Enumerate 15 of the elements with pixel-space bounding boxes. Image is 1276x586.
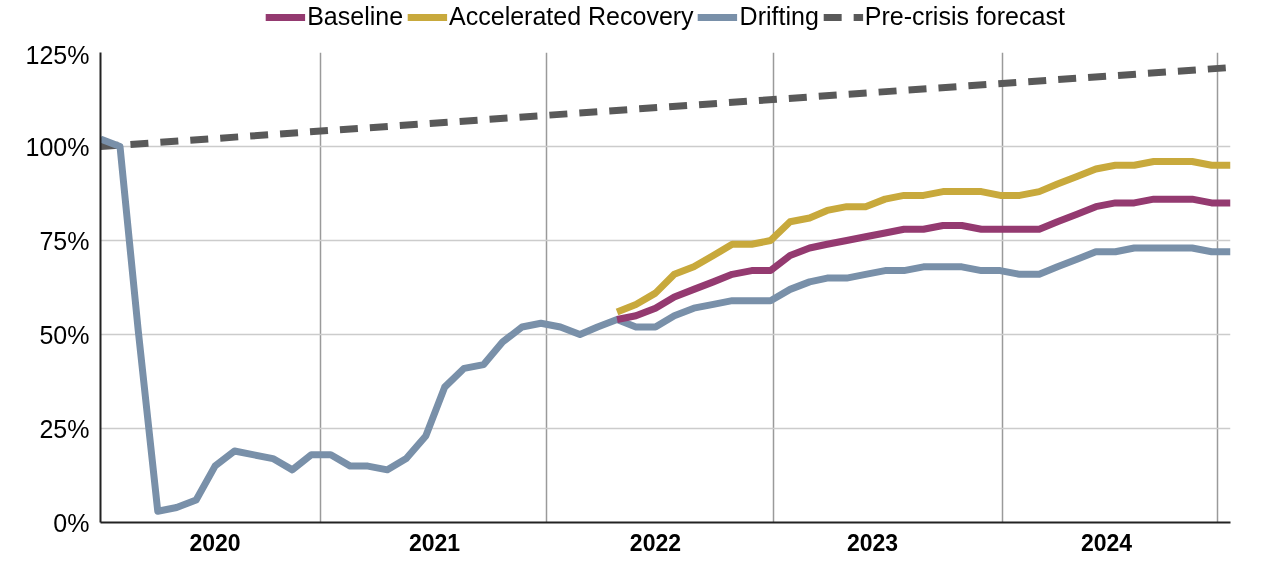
x-tick-label: 2022 — [629, 529, 682, 556]
legend-label: Accelerated Recovery — [449, 2, 694, 31]
x-tick-label: 2023 — [846, 529, 899, 556]
y-tick-label: 50% — [39, 320, 90, 349]
y-tick-label: 75% — [39, 226, 90, 255]
x-tick-label: 2020 — [189, 529, 241, 556]
x-tick-label: 2021 — [409, 529, 461, 556]
y-tick-label: 25% — [39, 414, 90, 443]
legend-label: Pre-crisis forecast — [864, 2, 1065, 31]
y-tick-label: 125% — [25, 40, 90, 69]
legend-label: Baseline — [307, 2, 404, 31]
x-tick-label: 2024 — [1080, 529, 1133, 556]
y-tick-label: 0% — [53, 508, 90, 537]
y-tick-label: 100% — [25, 132, 90, 161]
legend-label: Drifting — [739, 2, 819, 31]
